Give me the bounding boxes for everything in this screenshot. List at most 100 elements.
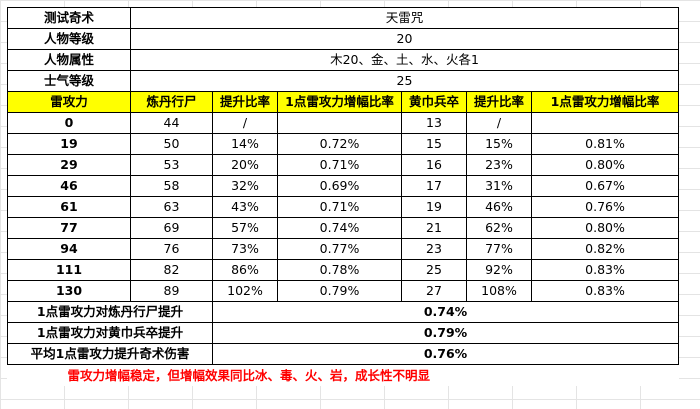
table-cell[interactable]: 46% xyxy=(466,196,532,218)
info-label[interactable]: 人物属性 xyxy=(7,49,131,71)
table-cell[interactable]: 19 xyxy=(401,196,467,218)
info-row: 人物属性 木20、金、土、水、火各1 xyxy=(7,49,680,71)
info-value[interactable]: 25 xyxy=(129,70,680,92)
table-cell[interactable]: 31% xyxy=(466,175,532,197)
table-cell[interactable]: 0.80% xyxy=(530,217,680,239)
table-cell[interactable]: 89 xyxy=(130,280,213,302)
table-cell[interactable]: 19 xyxy=(7,133,131,155)
table-cell[interactable]: 77% xyxy=(466,238,532,260)
summary-value[interactable]: 0.79% xyxy=(211,322,680,344)
table-cell[interactable]: 0.74% xyxy=(277,217,402,239)
table-cell[interactable]: 32% xyxy=(212,175,278,197)
table-cell[interactable]: 63 xyxy=(130,196,213,218)
table-cell[interactable]: 0.81% xyxy=(530,133,680,155)
table-cell[interactable]: 0.80% xyxy=(530,154,680,176)
summary-row: 1点雷攻力对炼丹行尸提升 0.74% xyxy=(7,301,680,323)
column-header[interactable]: 炼丹行尸 xyxy=(130,91,213,113)
summary-label[interactable]: 平均1点雷攻力提升奇术伤害 xyxy=(7,343,213,365)
table-cell[interactable]: 0.71% xyxy=(277,196,402,218)
info-value[interactable]: 天雷咒 xyxy=(129,7,680,29)
column-header[interactable]: 提升比率 xyxy=(212,91,278,113)
summary-label[interactable]: 1点雷攻力对炼丹行尸提升 xyxy=(7,301,213,323)
summary-row: 1点雷攻力对黄巾兵卒提升 0.79% xyxy=(7,322,680,344)
table-cell[interactable]: 20% xyxy=(212,154,278,176)
table-cell[interactable]: 17 xyxy=(401,175,467,197)
summary-value[interactable]: 0.76% xyxy=(211,343,680,365)
table-cell[interactable]: 27 xyxy=(401,280,467,302)
table-cell[interactable]: 14% xyxy=(212,133,278,155)
table-row: 111 82 86% 0.78% 25 92% 0.83% xyxy=(7,259,680,281)
table-cell[interactable]: 61 xyxy=(7,196,131,218)
table-cell[interactable]: 0.82% xyxy=(530,238,680,260)
info-label[interactable]: 人物等级 xyxy=(7,28,131,50)
table-cell[interactable]: 0.79% xyxy=(277,280,402,302)
table-cell[interactable]: 108% xyxy=(466,280,532,302)
column-header[interactable]: 雷攻力 xyxy=(7,91,131,113)
table-cell[interactable]: 92% xyxy=(466,259,532,281)
table-cell[interactable]: 0.77% xyxy=(277,238,402,260)
table-cell[interactable]: 0.71% xyxy=(277,154,402,176)
table-row: 0 44/13/ xyxy=(7,112,680,134)
summary-value[interactable]: 0.74% xyxy=(211,301,680,323)
header-row: 雷攻力 炼丹行尸 提升比率 1点雷攻力增幅比率 黄巾兵卒 提升比率 1点雷攻力增幅比率 xyxy=(7,91,680,113)
table-row: 77 69 57% 0.74% 21 62% 0.80% xyxy=(7,217,680,239)
table-row: 130 89 102% 0.79% 27 108% 0.83% xyxy=(7,280,680,302)
column-header[interactable]: 1点雷攻力增幅比率 xyxy=(277,91,402,113)
table-cell[interactable]: 77 xyxy=(7,217,131,239)
table-cell[interactable]: 0.76% xyxy=(530,196,680,218)
table-cell[interactable]: 53 xyxy=(130,154,213,176)
column-header[interactable]: 黄巾兵卒 xyxy=(401,91,467,113)
table-cell[interactable] xyxy=(530,112,680,134)
column-header[interactable]: 提升比率 xyxy=(466,91,532,113)
table-row: 94 76 73% 0.77% 23 77% 0.82% xyxy=(7,238,680,260)
table-cell[interactable]: / xyxy=(466,112,532,134)
table-cell[interactable]: 0 xyxy=(7,112,131,134)
table-cell[interactable]: 16 xyxy=(401,154,467,176)
conclusion-note[interactable]: 雷攻力增幅稳定，但增幅效果同比冰、毒、火、岩，成长性不明显 xyxy=(7,364,679,386)
data-table: 测试奇术 天雷咒 人物等级 20 人物属性 木20、金、土、水、火各1 士气等级 25 雷攻力炼… xyxy=(7,7,680,386)
table-cell[interactable]: 15% xyxy=(466,133,532,155)
table-cell[interactable]: 43% xyxy=(212,196,278,218)
table-cell[interactable]: / xyxy=(212,112,278,134)
table-cell[interactable]: 13 xyxy=(401,112,467,134)
info-label[interactable]: 测试奇术 xyxy=(7,7,131,29)
info-row: 测试奇术 天雷咒 xyxy=(7,7,680,29)
table-cell[interactable]: 0.78% xyxy=(277,259,402,281)
table-cell[interactable]: 73% xyxy=(212,238,278,260)
table-cell[interactable]: 94 xyxy=(7,238,131,260)
table-cell[interactable]: 0.83% xyxy=(530,259,680,281)
table-cell[interactable]: 82 xyxy=(130,259,213,281)
info-value[interactable]: 20 xyxy=(129,28,680,50)
table-cell[interactable]: 69 xyxy=(130,217,213,239)
info-label[interactable]: 士气等级 xyxy=(7,70,131,92)
info-value[interactable]: 木20、金、土、水、火各1 xyxy=(129,49,680,71)
table-cell[interactable]: 57% xyxy=(212,217,278,239)
table-cell[interactable]: 111 xyxy=(7,259,131,281)
table-cell[interactable]: 58 xyxy=(130,175,213,197)
table-cell[interactable]: 23% xyxy=(466,154,532,176)
table-cell[interactable]: 21 xyxy=(401,217,467,239)
table-cell[interactable]: 46 xyxy=(7,175,131,197)
table-cell[interactable]: 86% xyxy=(212,259,278,281)
column-header[interactable]: 1点雷攻力增幅比率 xyxy=(530,91,680,113)
table-cell[interactable]: 130 xyxy=(7,280,131,302)
table-cell[interactable] xyxy=(277,112,402,134)
table-cell[interactable]: 29 xyxy=(7,154,131,176)
table-cell[interactable]: 50 xyxy=(130,133,213,155)
table-cell[interactable]: 0.72% xyxy=(277,133,402,155)
table-cell[interactable]: 76 xyxy=(130,238,213,260)
summary-label[interactable]: 1点雷攻力对黄巾兵卒提升 xyxy=(7,322,213,344)
table-cell[interactable]: 62% xyxy=(466,217,532,239)
info-row: 人物等级 20 xyxy=(7,28,680,50)
summary-row: 平均1点雷攻力提升奇术伤害 0.76% xyxy=(7,343,680,365)
table-cell[interactable]: 15 xyxy=(401,133,467,155)
info-row: 士气等级 25 xyxy=(7,70,680,92)
table-cell[interactable]: 0.83% xyxy=(530,280,680,302)
table-cell[interactable]: 23 xyxy=(401,238,467,260)
table-cell[interactable]: 0.69% xyxy=(277,175,402,197)
table-cell[interactable]: 25 xyxy=(401,259,467,281)
table-cell[interactable]: 44 xyxy=(130,112,213,134)
note-row: 雷攻力增幅稳定，但增幅效果同比冰、毒、火、岩，成长性不明显 xyxy=(7,364,679,386)
table-cell[interactable]: 0.67% xyxy=(530,175,680,197)
table-cell[interactable]: 102% xyxy=(212,280,278,302)
